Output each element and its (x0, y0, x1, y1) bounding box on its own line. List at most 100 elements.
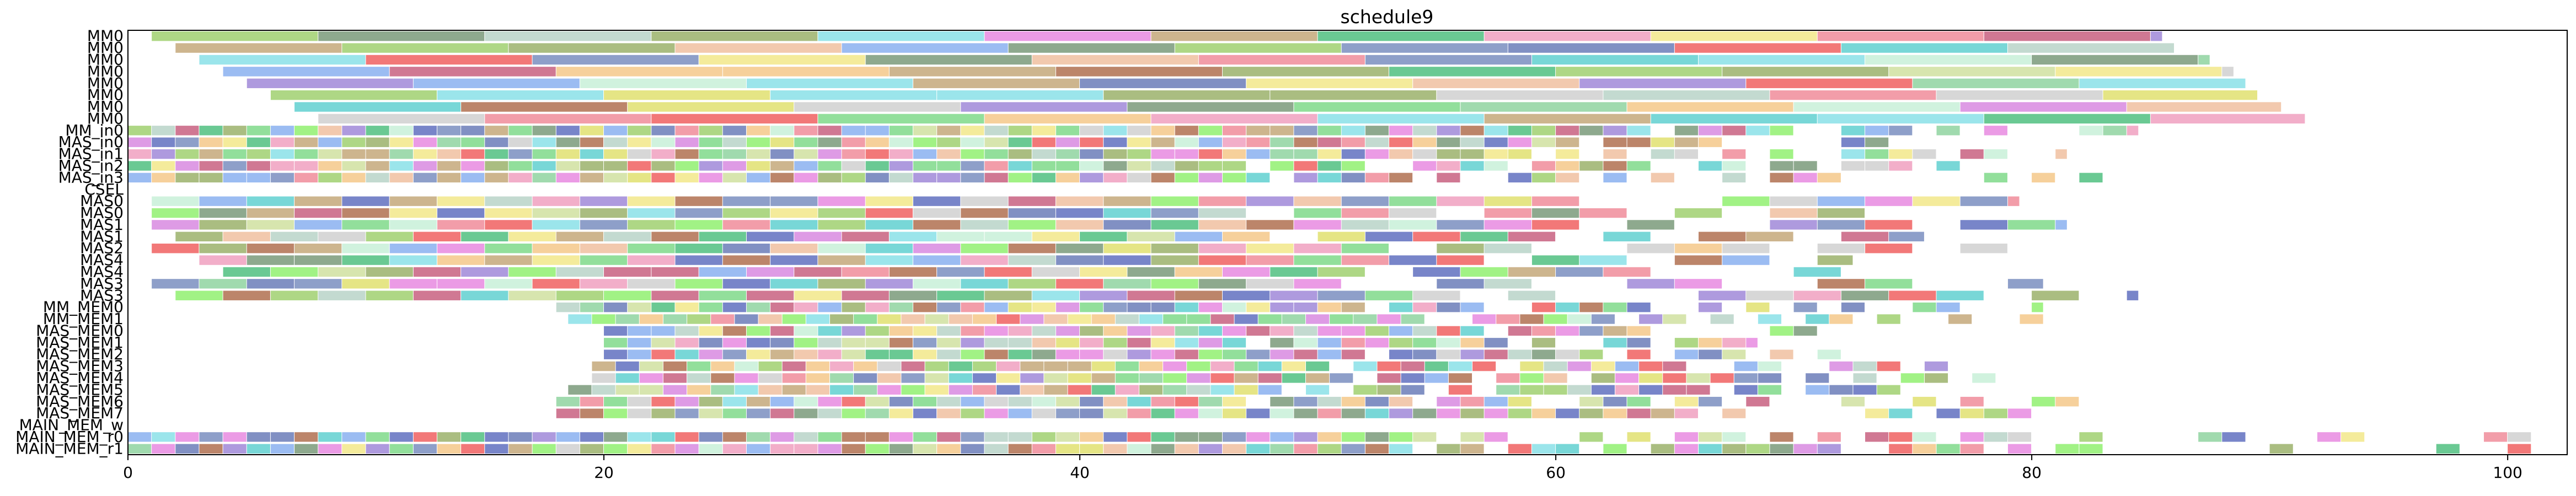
task-bar (1746, 338, 1758, 348)
task-bar (152, 137, 175, 147)
task-bar (1080, 149, 1104, 159)
task-bar (389, 137, 413, 147)
task-bar (782, 314, 806, 324)
task-bar (2150, 114, 2305, 124)
task-bar (1389, 126, 1413, 136)
task-bar (711, 385, 735, 395)
task-bar (1222, 149, 1246, 159)
task-bar (1008, 349, 1032, 359)
task-bar (1651, 149, 1674, 159)
task-bar (865, 208, 913, 218)
task-bar (1984, 149, 2007, 159)
task-bar (1318, 231, 1365, 241)
task-bar (1615, 373, 1639, 383)
task-bar (699, 149, 722, 159)
task-bar (865, 338, 889, 348)
task-bar (1151, 432, 1175, 442)
task-bar (675, 408, 699, 418)
task-bar (1294, 244, 1341, 254)
task-bar (925, 314, 949, 324)
task-bar (175, 172, 199, 183)
task-bar (413, 78, 580, 88)
task-bar (1853, 385, 1877, 395)
task-bar (913, 432, 937, 442)
task-bar (1627, 349, 1651, 359)
task-bar (770, 126, 794, 136)
task-bar (366, 290, 413, 300)
task-bar (1544, 361, 1567, 371)
task-bar (1841, 126, 1865, 136)
task-bar (580, 408, 604, 418)
task-bar (1056, 196, 1104, 206)
task-bar (1556, 172, 1579, 183)
task-bar (865, 408, 889, 418)
task-bar (270, 161, 294, 171)
task-bar (1674, 444, 1698, 454)
task-bar (592, 385, 615, 395)
task-bar (842, 43, 1008, 53)
task-bar (1127, 290, 1175, 300)
task-bar (1437, 244, 1484, 254)
task-bar (294, 208, 342, 218)
task-bar (1674, 244, 1722, 254)
task-bar (2007, 432, 2032, 442)
task-bar (1175, 149, 1198, 159)
task-bar (889, 67, 1056, 77)
task-bar (1579, 126, 1603, 136)
task-bar (961, 397, 984, 407)
task-bar (865, 55, 1032, 65)
y-tick-label: MAS0 (80, 192, 124, 210)
task-bar (223, 149, 247, 159)
task-bar (485, 31, 651, 41)
task-bar (1472, 314, 1496, 324)
task-bar (1365, 172, 1389, 183)
task-bar (806, 373, 829, 383)
task-bar (1318, 137, 1341, 147)
task-bar (1008, 172, 1032, 183)
task-bar (687, 385, 711, 395)
task-bar (794, 432, 818, 442)
task-bar (556, 172, 580, 183)
task-bar (152, 244, 199, 254)
task-bar (1401, 361, 1424, 371)
task-bar (1389, 408, 1413, 418)
task-bar (675, 302, 699, 312)
task-bar (854, 314, 877, 324)
task-bar (556, 149, 580, 159)
task-bar (270, 137, 294, 147)
task-bar (865, 397, 889, 407)
task-bar (865, 326, 889, 336)
task-bar (604, 302, 628, 312)
task-bar (699, 290, 746, 300)
task-bar (937, 338, 961, 348)
task-bar (508, 126, 532, 136)
task-bar (1698, 290, 1746, 300)
task-bar (461, 102, 628, 112)
task-bar (1056, 244, 1104, 254)
task-bar (628, 196, 675, 206)
task-bar (1627, 161, 1651, 171)
task-bar (1793, 172, 1817, 183)
task-bar (1960, 244, 2007, 254)
task-bar (1353, 361, 1377, 371)
task-bar (485, 244, 532, 254)
task-bar (1627, 244, 1674, 254)
task-bar (1056, 137, 1080, 147)
task-bar (687, 373, 711, 383)
task-bar (1151, 244, 1198, 254)
task-bar (1139, 314, 1163, 324)
task-bar (651, 114, 818, 124)
task-bar (152, 208, 199, 218)
task-bar (722, 208, 770, 218)
task-bar (651, 126, 675, 136)
task-bar (1175, 43, 1341, 53)
task-bar (770, 220, 818, 230)
task-bar (865, 444, 889, 454)
task-bar (1841, 137, 1865, 147)
task-bar (1603, 408, 1627, 418)
task-bar (1698, 231, 1746, 241)
task-bar (270, 290, 318, 300)
task-bar (532, 126, 556, 136)
task-bar (1305, 385, 1330, 395)
task-bar (1758, 385, 1782, 395)
